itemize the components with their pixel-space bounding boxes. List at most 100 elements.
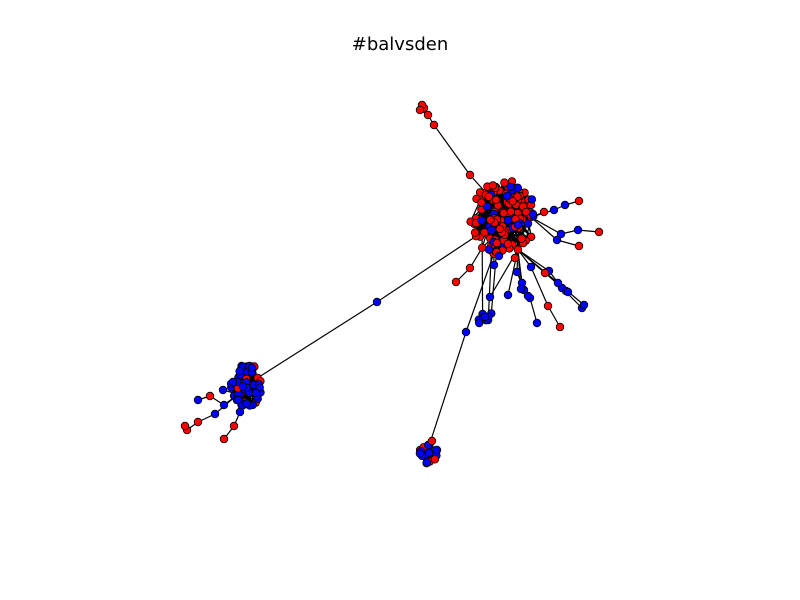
graph-edge [428,331,467,445]
graph-node-red [499,208,508,218]
graph-node-blue [432,445,441,455]
graph-node-red [491,195,500,205]
graph-node-blue [523,291,533,301]
graph-node-red [486,215,495,225]
graph-node-blue [477,216,486,225]
graph-node-blue [422,458,432,467]
graph-node-red [508,197,517,206]
graph-node-blue [235,407,245,417]
graph-node-red [503,239,513,248]
graph-node-blue [210,409,220,419]
nodes-layer [180,100,604,468]
graph-node-blue [532,318,542,328]
graph-node-blue [563,287,573,297]
graph-node-red [495,224,504,234]
graph-node-blue [489,260,499,270]
graph-node-red [574,196,584,206]
figure-title: #balvsden [351,34,449,55]
graph-node-red [451,277,461,287]
graph-edge [517,249,559,284]
graph-node-blue [193,395,203,405]
graph-node-blue [484,245,494,254]
graph-node-blue [503,215,513,225]
graph-node-blue [523,219,533,228]
graph-node-red [513,245,523,254]
graph-edge [530,266,549,307]
graph-node-red [465,170,475,180]
graph-node-red [543,301,553,311]
graph-node-red [506,207,516,216]
graph-node-red [180,421,190,431]
graph-node-red [517,234,526,243]
graph-edge [487,250,492,317]
graph-edge [465,253,495,333]
graph-node-blue [481,312,490,321]
graph-node-red [521,207,531,217]
graph-node-blue [516,284,526,294]
graph-node-blue [556,229,566,239]
graph-node-red [465,263,475,273]
graph-edge [529,297,538,324]
graph-node-blue [528,209,538,219]
graph-node-red [193,417,203,427]
graph-node-red [480,228,489,237]
graph-node-blue [549,205,559,215]
graph-node-red [423,110,433,120]
graph-node-blue [415,449,425,458]
graph-node-red [205,391,215,401]
graph-edge [530,216,558,241]
graph-node-red [484,192,493,201]
graph-node-blue [485,292,495,302]
graph-node-blue [218,385,228,395]
graph-node-blue [219,400,229,410]
graph-node-red [219,434,229,444]
graph-node-blue [487,225,496,235]
graph-node-blue [553,278,563,288]
graph-edge [376,235,477,303]
graph-node-blue [233,395,243,405]
graph-node-red [492,238,502,248]
graph-edge [530,216,562,235]
graph-node-red [574,241,584,251]
graph-node-blue [526,262,536,272]
graph-node-blue [527,195,537,204]
graph-node-blue [503,290,513,300]
graph-node-blue [552,235,562,245]
graph-node-blue [475,318,484,328]
graph-node-blue [512,267,522,277]
graph-node-red [555,322,565,332]
graph-node-red [540,268,550,278]
graph-node-red [510,253,520,263]
graph-node-red [594,227,604,237]
graph-node-blue [238,382,248,391]
graph-node-blue [251,388,261,398]
graph-node-blue [503,191,512,201]
graph-node-blue [228,377,238,387]
graph-node-blue [242,399,251,408]
graph-node-red [229,421,239,431]
graph-node-red [478,243,487,252]
graph-node-red [539,207,549,217]
graph-node-blue [372,297,382,307]
graph-node-blue [424,448,434,457]
graph-node-blue [235,367,244,376]
graph-node-blue [579,300,589,310]
graph-node-red [488,181,498,190]
edges-layer [184,104,600,464]
graph-node-blue [247,363,257,373]
graph-node-blue [573,225,583,235]
graph-node-red [430,455,440,464]
graph-node-red [477,198,486,207]
graph-node-red [470,228,480,237]
graph-node-blue [482,202,492,211]
graph-node-red [500,178,509,187]
graph-node-blue [513,220,523,230]
graph-node-blue [494,251,504,261]
graph-node-red [427,436,437,446]
graph-node-red [429,120,439,130]
graph-edge [433,124,471,176]
graph-node-blue [506,182,515,192]
graph-node-red [415,105,425,115]
graph-edge [257,301,378,379]
